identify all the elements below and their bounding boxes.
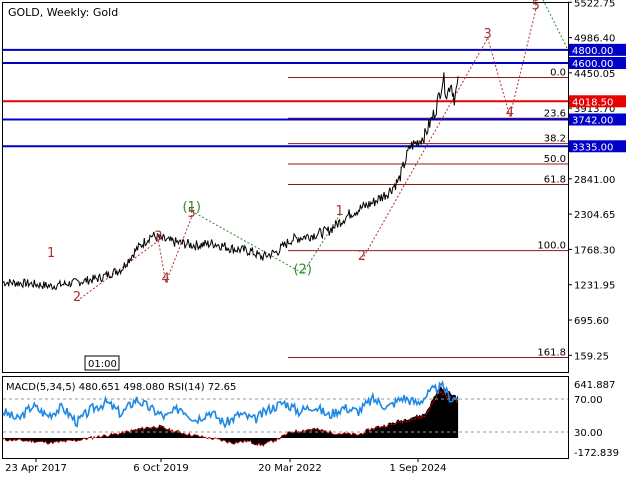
y-tick-label-0: 5522.75	[574, 0, 615, 9]
time-marker: 01:00	[88, 359, 117, 370]
macd-histogram	[3, 385, 459, 447]
y-tick-label-10: 159.25	[574, 351, 609, 362]
ind-tick-label-0: 641.887	[574, 380, 615, 391]
level-box-label-2: 4018.50	[572, 97, 613, 108]
x-tick-label-2: 20 Mar 2022	[258, 463, 321, 474]
level-box-label-3: 3742.00	[572, 115, 613, 126]
y-tick-label-5: 2841.00	[574, 175, 615, 186]
wave-label-11: 5	[532, 0, 540, 14]
ind-tick-label-1: 70.00	[574, 395, 603, 406]
fib-label-3: 50.0	[544, 154, 566, 165]
wave-label-0: 1	[47, 246, 55, 261]
wave-label-1: 2	[73, 290, 81, 305]
fib-label-6: 161.8	[537, 348, 566, 359]
wave-label-3: 4	[162, 272, 170, 287]
wave-label-9: 3	[484, 27, 492, 42]
level-box-4	[569, 140, 626, 153]
indicator-label: MACD(5,34,5) 480.651 498.080 RSI(14) 72.…	[6, 382, 236, 393]
wave-label-10: 4	[506, 105, 514, 120]
fib-label-2: 38.2	[544, 134, 566, 145]
axes-layer: 5522.754986.404450.053913.703377.352841.…	[5, 0, 626, 474]
level-box-label-1: 4600.00	[572, 59, 613, 70]
main-pane-border	[2, 2, 569, 373]
x-tick-label-1: 6 Oct 2019	[133, 463, 188, 474]
indicator-pane-border	[2, 376, 569, 459]
level-box-0	[569, 43, 626, 56]
fib-label-0: 0.0	[550, 67, 566, 78]
price-line	[2, 72, 459, 291]
wave-label-8: 2	[358, 249, 366, 264]
wave-guide-b1	[361, 37, 489, 261]
wave-guide-green-2	[302, 214, 341, 274]
wave-label-6: (2)	[293, 262, 311, 277]
y-tick-label-7: 1768.30	[574, 245, 615, 256]
ind-tick-label-3: -172.839	[574, 448, 619, 459]
level-box-3	[569, 113, 626, 126]
chart-title: GOLD, Weekly: Gold	[8, 6, 118, 19]
wave-label-2: 3	[154, 230, 162, 245]
elliott-wave-guides	[76, 0, 569, 302]
y-tick-label-2: 4450.05	[574, 69, 615, 80]
rsi-line	[2, 379, 459, 429]
level-box-label-0: 4800.00	[572, 46, 613, 57]
wave-label-5: (1)	[182, 200, 200, 215]
y-tick-label-3: 3913.70	[574, 104, 615, 115]
y-tick-label-8: 1231.95	[574, 281, 615, 292]
wave-label-4: 5	[188, 206, 196, 221]
price-layer	[2, 72, 459, 291]
time-marker-box: 01:00	[84, 355, 120, 371]
wave-guide-b2	[487, 37, 511, 117]
x-tick-label-0: 23 Apr 2017	[5, 463, 67, 474]
indicator-layer	[2, 379, 568, 447]
wave-guide-b5	[542, 0, 569, 51]
y-tick-label-1: 4986.40	[574, 34, 615, 45]
level-box-label-4: 3335.00	[572, 142, 613, 153]
wave-guide-green-1	[191, 210, 303, 274]
fib-label-5: 100.0	[537, 241, 566, 252]
y-tick-label-6: 2304.65	[574, 210, 615, 221]
macd-signal-line	[2, 389, 459, 447]
wave-guide-a0	[76, 240, 159, 302]
y-tick-label-9: 695.60	[574, 316, 609, 327]
fib-label-1: 23.6	[544, 108, 566, 119]
level-box-1	[569, 57, 626, 70]
wave-guide-a1	[157, 240, 167, 283]
fibonacci-levels: 0.0 23.6 38.2 50.0 61.8 100.0 161.8	[288, 67, 568, 359]
wave-label-7: 1	[336, 204, 344, 219]
x-tick-label-3: 1 Sep 2024	[389, 463, 446, 474]
ind-tick-label-2: 30.00	[574, 428, 603, 439]
level-box-2	[569, 95, 626, 108]
horizontal-levels	[3, 48, 568, 148]
fib-label-4: 61.8	[544, 174, 566, 185]
